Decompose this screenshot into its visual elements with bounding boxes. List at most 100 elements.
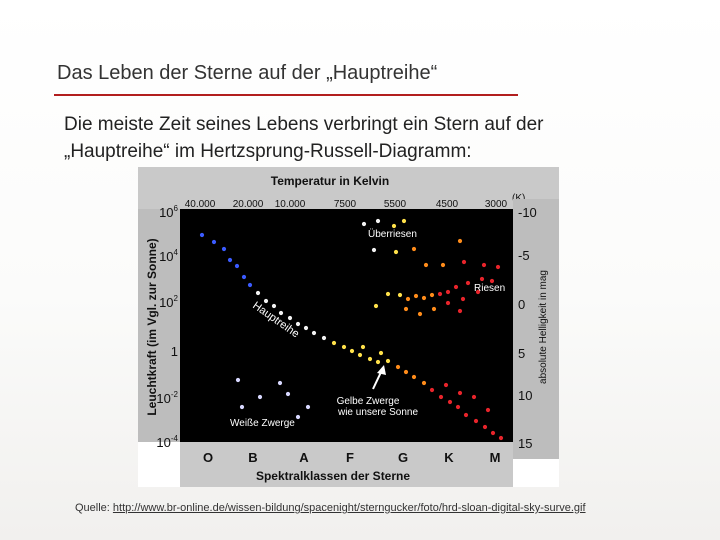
star-dot [393, 249, 399, 255]
star-dot [295, 414, 301, 420]
star-dot [367, 356, 373, 362]
temperature-tick-label: 4500 [436, 199, 459, 210]
star-dot [411, 374, 417, 380]
spectral-axis-title: Spektralklassen der Sterne [256, 469, 410, 483]
star-dot [471, 394, 477, 400]
temperature-tick-label: 3000 [485, 199, 508, 210]
magnitude-tick-label: 5 [518, 346, 525, 361]
spectral-class-label: A [299, 450, 309, 465]
luminosity-tick-label: 10-2 [156, 390, 178, 406]
star-dot [211, 239, 217, 245]
star-dot [277, 380, 283, 386]
white-dwarfs-label: Weiße Zwerge [230, 418, 295, 429]
yellow-dwarfs-label-line-1: Gelbe Zwerge [337, 396, 400, 407]
star-dot [429, 387, 435, 393]
star-dot [457, 390, 463, 396]
luminosity-tick-label: 10-4 [156, 434, 178, 450]
luminosity-axis-title: Leuchtkraft (im Vgl. zur Sonne) [145, 238, 159, 415]
star-dot [401, 218, 407, 224]
star-dot [234, 263, 240, 269]
star-dot [473, 418, 479, 424]
source-link[interactable]: http://www.br-online.de/wissen-bildung/s… [112, 502, 586, 514]
star-dot [445, 300, 451, 306]
star-dot [295, 321, 301, 327]
star-dot [403, 369, 409, 375]
star-dot [417, 311, 423, 317]
star-dot [357, 352, 363, 358]
star-dot [465, 280, 471, 286]
star-dot [241, 274, 247, 280]
plot-area [180, 209, 513, 442]
star-dot [447, 399, 453, 405]
star-dot [460, 296, 466, 302]
luminosity-tick-label: 104 [159, 248, 178, 264]
magnitude-axis-title: absolute Helligkeit in mag [538, 270, 549, 384]
star-dot [445, 289, 451, 295]
star-dot [263, 298, 269, 304]
star-dot [443, 382, 449, 388]
spectral-class-label: M [490, 450, 501, 465]
star-dot [285, 391, 291, 397]
star-dot [373, 303, 379, 309]
star-dot [385, 291, 391, 297]
star-dot [235, 377, 241, 383]
star-dot [239, 404, 245, 410]
star-dot [278, 310, 284, 316]
magnitude-tick-label: 15 [518, 436, 532, 451]
star-dot [305, 404, 311, 410]
yellow-dwarfs-label-line-2: wie unsere Sonne [337, 407, 418, 418]
star-dot [257, 394, 263, 400]
star-dot [457, 308, 463, 314]
subtitle-line-2: „Hauptreihe“ im Hertzsprung-Russell-Diag… [64, 141, 472, 162]
star-dot [311, 330, 317, 336]
star-dot [349, 348, 355, 354]
magnitude-tick-label: 10 [518, 388, 532, 403]
star-dot [331, 340, 337, 346]
luminosity-tick-label: 106 [159, 204, 178, 220]
star-dot [485, 407, 491, 413]
subtitle-line-1: Die meiste Zeit seines Lebens verbringt … [64, 114, 544, 135]
magnitude-tick-label: 0 [518, 297, 525, 312]
star-dot [371, 247, 377, 253]
star-dot [255, 290, 261, 296]
giants-label: Riesen [474, 283, 505, 294]
temperature-tick-label: 10.000 [275, 199, 306, 210]
star-dot [479, 276, 485, 282]
star-dot [199, 232, 205, 238]
star-dot [453, 284, 459, 290]
temperature-tick-label: 40.000 [185, 199, 216, 210]
supergiants-label: Überriesen [368, 228, 417, 240]
star-dot [455, 404, 461, 410]
star-dot [431, 306, 437, 312]
star-dot [461, 259, 467, 265]
spectral-class-label: K [444, 450, 454, 465]
star-dot [421, 295, 427, 301]
temperature-axis-title: Temperatur in Kelvin [271, 174, 389, 188]
star-dot [403, 306, 409, 312]
temperature-tick-label: 20.000 [233, 199, 264, 210]
star-dot [498, 435, 504, 441]
slide-subtitle: Die meiste Zeit seines Lebens verbringt … [64, 111, 684, 165]
star-dot [287, 315, 293, 321]
star-dot [457, 238, 463, 244]
star-dot [227, 257, 233, 263]
temperature-tick-label: 7500 [334, 199, 357, 210]
star-dot [391, 223, 397, 229]
magnitude-tick-label: -10 [518, 205, 537, 220]
star-dot [341, 344, 347, 350]
slide-title: Das Leben der Sterne auf der „Hauptreihe… [57, 62, 438, 84]
star-dot [438, 394, 444, 400]
source-label: Quelle: [75, 502, 113, 514]
spectral-class-label: O [203, 450, 213, 465]
star-dot [405, 296, 411, 302]
luminosity-tick-label: 1 [171, 344, 178, 359]
star-dot [429, 292, 435, 298]
star-dot [397, 292, 403, 298]
spectral-class-label: F [346, 450, 354, 465]
star-dot [475, 289, 481, 295]
star-dot [489, 278, 495, 284]
temperature-tick-label: 5500 [384, 199, 407, 210]
star-dot [221, 246, 227, 252]
star-dot [411, 246, 417, 252]
star-dot [440, 262, 446, 268]
